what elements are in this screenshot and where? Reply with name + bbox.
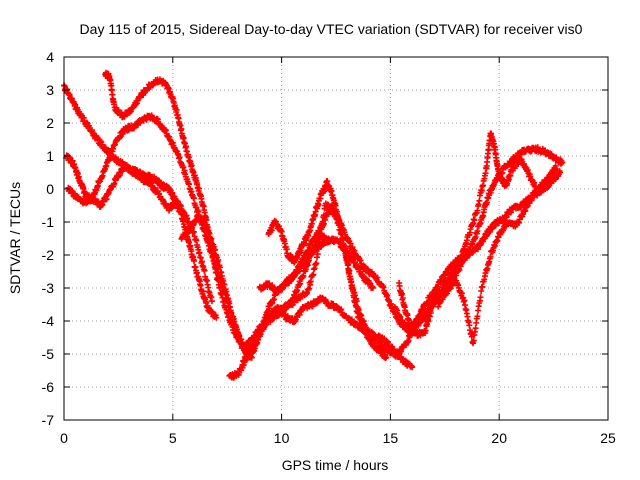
x-axis-label: GPS time / hours	[282, 457, 389, 473]
y-tick-label: -6	[42, 379, 55, 395]
data-points	[61, 69, 566, 381]
y-tick-label: -1	[42, 214, 55, 230]
data-point	[215, 257, 222, 264]
data-point	[213, 314, 220, 321]
chart-title: Day 115 of 2015, Sidereal Day-to-day VTE…	[80, 21, 583, 37]
x-tick-label: 20	[491, 430, 507, 446]
x-tick-label: 0	[60, 430, 68, 446]
data-point	[69, 157, 76, 164]
series-track-b	[63, 112, 250, 357]
data-point	[201, 267, 208, 274]
y-axis-label: SDTVAR / TECUs	[7, 182, 23, 294]
series-track-g	[239, 294, 403, 368]
x-tick-label: 5	[169, 430, 177, 446]
data-point	[297, 280, 304, 287]
y-tick-label: 4	[46, 49, 54, 65]
data-point	[191, 257, 198, 264]
series-track-d	[102, 69, 333, 352]
y-tick-label: -3	[42, 280, 55, 296]
y-tick-label: 0	[46, 181, 54, 197]
data-point	[217, 284, 224, 291]
series-track-c	[65, 161, 215, 305]
data-point	[476, 197, 483, 204]
y-tick-label: -4	[42, 313, 55, 329]
y-tick-label: -2	[42, 247, 55, 263]
y-tick-label: 1	[46, 148, 54, 164]
y-tick-label: 2	[46, 115, 54, 131]
y-tick-label: -5	[42, 346, 55, 362]
data-point	[477, 294, 484, 301]
x-tick-label: 25	[600, 430, 616, 446]
y-tick-label: 3	[46, 82, 54, 98]
data-point	[479, 283, 486, 290]
data-point	[197, 254, 204, 261]
data-point	[180, 164, 187, 171]
x-tick-label: 15	[383, 430, 399, 446]
y-tick-label: -7	[42, 412, 55, 428]
data-point	[208, 298, 215, 305]
data-point	[472, 325, 479, 332]
data-point	[173, 106, 180, 113]
data-point	[103, 196, 110, 203]
x-tick-label: 10	[274, 430, 290, 446]
